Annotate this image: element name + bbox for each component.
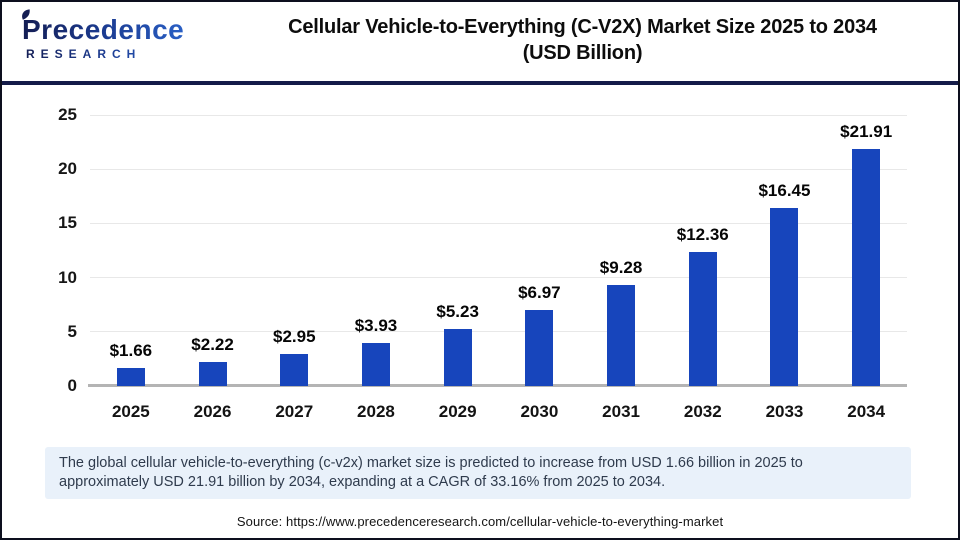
y-axis-tick-label: 0 bbox=[67, 376, 77, 395]
x-axis-year-label: 2026 bbox=[193, 402, 232, 421]
logo-subtext: RESEARCH bbox=[20, 47, 210, 61]
bar-2034 bbox=[852, 148, 881, 386]
bar-2025 bbox=[116, 368, 145, 386]
bar-2026 bbox=[198, 361, 227, 386]
bar-slot: $9.28 2031 bbox=[580, 115, 662, 421]
bars-container: $1.66 2025 $2.22 2026 $2.95 2027 $3.93 2028 $5.2… bbox=[90, 115, 907, 422]
source-line: Source: https://www.precedenceresearch.c… bbox=[236, 514, 724, 529]
bar-value-label: $9.28 bbox=[599, 258, 643, 278]
gridline bbox=[90, 168, 907, 170]
gridline bbox=[90, 222, 907, 224]
x-axis-year-label: 2031 bbox=[602, 402, 640, 421]
bar-slot: $21.91 2034 bbox=[825, 115, 907, 422]
header: Precedence RESEARCH Cellular Vehicle-to-… bbox=[2, 2, 958, 81]
y-axis-tick-label: 15 bbox=[58, 213, 77, 233]
bar-value-label: $6.97 bbox=[518, 283, 561, 303]
bar-value-label: $2.95 bbox=[272, 327, 316, 347]
x-axis-year-label: 2030 bbox=[520, 402, 559, 421]
bar-2028 bbox=[361, 343, 390, 386]
summary-note: The global cellular vehicle-to-everythin… bbox=[45, 447, 911, 499]
bar-slot: $5.23 2029 bbox=[417, 115, 499, 421]
bar-2029 bbox=[443, 329, 472, 386]
gridline bbox=[90, 114, 907, 116]
bar-value-label: $5.23 bbox=[436, 302, 479, 322]
logo-wordmark: Precedence bbox=[20, 15, 210, 45]
leaf-icon bbox=[22, 9, 30, 20]
bar-value-label: $2.22 bbox=[191, 334, 234, 354]
y-axis-tick-label: 25 bbox=[58, 105, 77, 124]
bar-slot: $3.93 2028 bbox=[335, 115, 417, 421]
bar-slot: $1.66 2025 bbox=[90, 115, 172, 421]
x-axis-year-label: 2034 bbox=[847, 402, 886, 421]
x-axis-year-label: 2029 bbox=[438, 402, 477, 421]
plot-area: 0 5 10 15 20 25 $1.66 2025 $2.22 2026 $2.95 2027 $3.… bbox=[58, 106, 907, 422]
x-axis-year-label: 2033 bbox=[765, 402, 804, 421]
chart-title-line2: (USD Billion) bbox=[522, 42, 643, 64]
bar-chart: 0 5 10 15 20 25 $1.66 2025 $2.22 2026 $2.95 2027 $3.… bbox=[2, 86, 958, 422]
bar-slot: $2.95 2027 bbox=[253, 115, 335, 421]
bar-slot: $16.45 2033 bbox=[744, 115, 826, 421]
bar-2030 bbox=[525, 310, 554, 386]
chart-title: Cellular Vehicle-to-Everything (C-V2X) M… bbox=[217, 14, 948, 66]
x-axis-year-label: 2027 bbox=[275, 402, 314, 421]
bar-2027 bbox=[280, 354, 309, 386]
bar-value-label: $1.66 bbox=[109, 341, 153, 361]
x-axis-year-label: 2028 bbox=[357, 402, 395, 421]
gridline bbox=[90, 331, 907, 333]
bar-value-label: $16.45 bbox=[758, 180, 811, 200]
bar-slot: $12.36 2032 bbox=[662, 115, 744, 421]
gridline bbox=[90, 277, 907, 279]
chart-title-line1: Cellular Vehicle-to-Everything (C-V2X) M… bbox=[288, 16, 877, 38]
x-axis-year-label: 2025 bbox=[111, 402, 150, 421]
bar-slot: $6.97 2030 bbox=[499, 115, 581, 421]
bar-slot: $2.22 2026 bbox=[172, 115, 254, 421]
precedence-logo: Precedence RESEARCH bbox=[20, 9, 210, 61]
bar-2033 bbox=[770, 207, 799, 386]
bar-value-label: $3.93 bbox=[354, 316, 398, 336]
x-axis-line bbox=[88, 384, 907, 387]
x-axis-year-label: 2032 bbox=[683, 402, 722, 421]
header-divider bbox=[2, 81, 958, 85]
bar-value-label: $12.36 bbox=[676, 225, 729, 245]
y-axis-tick-label: 5 bbox=[67, 321, 77, 341]
y-axis-tick-label: 20 bbox=[58, 159, 77, 179]
summary-note-text: The global cellular vehicle-to-everythin… bbox=[59, 455, 803, 490]
bar-2031 bbox=[607, 285, 636, 386]
bar-value-label: $21.91 bbox=[840, 121, 893, 141]
y-axis-tick-label: 10 bbox=[58, 267, 77, 287]
bar-2032 bbox=[688, 252, 717, 386]
